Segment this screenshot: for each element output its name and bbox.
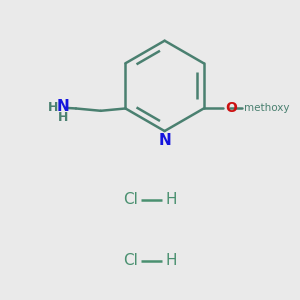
Text: H: H [166, 253, 177, 268]
Text: Cl: Cl [124, 192, 138, 207]
Text: N: N [158, 133, 171, 148]
Text: Cl: Cl [124, 253, 138, 268]
Text: H: H [58, 111, 68, 124]
Text: O: O [226, 101, 238, 116]
Text: H: H [48, 101, 58, 114]
Text: methoxy: methoxy [244, 103, 289, 113]
Text: H: H [166, 192, 177, 207]
Text: N: N [56, 99, 69, 114]
